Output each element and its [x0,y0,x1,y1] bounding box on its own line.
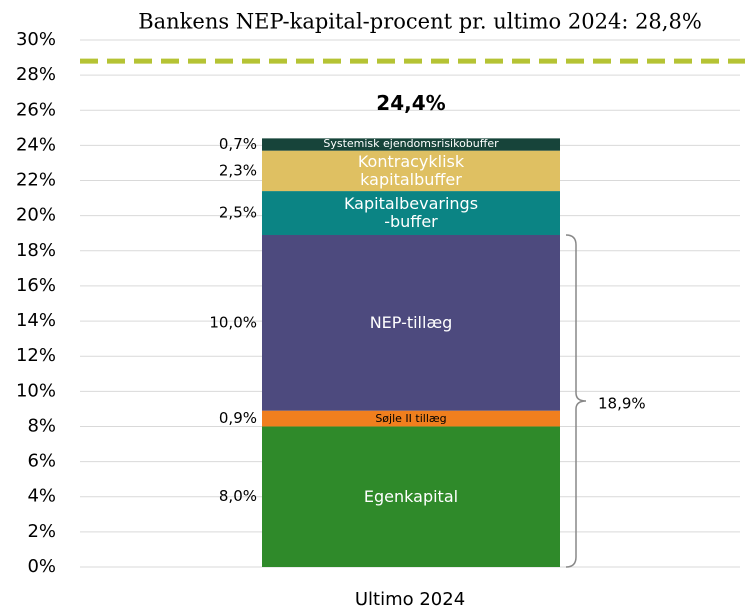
brace [565,234,587,568]
brace-label: 18,9% [598,394,646,412]
chart-title: Bankens NEP-kapital-procent pr. ultimo 2… [138,10,702,34]
bar-segment [262,410,560,427]
segment-label: Kontracyklisk kapitalbuffer [357,152,465,189]
y-tick-label: 20% [16,205,56,226]
y-tick-label: 26% [16,99,56,120]
value-label: 2,5% [219,204,257,222]
y-tick-label: 14% [16,310,56,331]
y-tick-label: 2% [27,521,56,542]
y-tick-label: 6% [27,451,56,472]
value-label: 0,7% [219,135,257,153]
segment-label: Systemisk ejendomsrisikobuffer [323,137,499,151]
y-tick-label: 12% [16,345,56,366]
total-label: 24,4% [376,91,445,115]
y-tick-label: 30% [16,29,56,50]
y-tick-label: 24% [16,134,56,155]
value-label: 10,0% [209,313,257,331]
segment-label: Egenkapital [363,486,459,506]
bar-segment [262,426,560,567]
y-tick-label: 22% [16,170,56,191]
segment-label: Søjle II tillæg [375,411,447,425]
bar-segment [262,138,560,151]
value-label: 0,9% [219,409,257,427]
value-label: 8,0% [219,487,257,505]
y-tick-label: 8% [27,415,56,436]
bar-segment [262,191,560,235]
y-tick-label: 0% [27,556,56,577]
bar-segment [262,234,560,411]
y-tick-label: 16% [16,275,56,296]
y-tick-label: 4% [27,486,56,507]
y-tick-label: 18% [16,240,56,261]
segment-label: Kapitalbevarings -buffer [343,194,479,232]
segment-label: NEP-tillæg [369,313,453,333]
y-tick-label: 10% [16,380,56,401]
value-label: 2,3% [219,161,257,179]
x-tick-label: Ultimo 2024 [355,589,465,610]
bar-segment [262,150,560,192]
y-tick-label: 28% [16,64,56,85]
